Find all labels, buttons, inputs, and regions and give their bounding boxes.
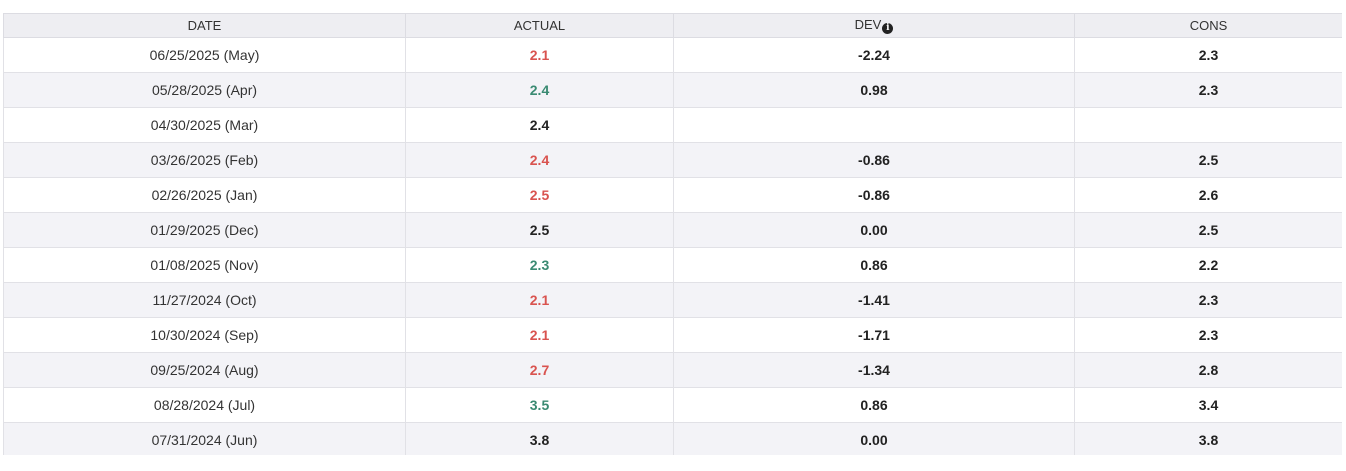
column-header-cons-label: CONS: [1189, 18, 1228, 33]
column-header-date-label: DATE: [187, 18, 222, 33]
info-icon[interactable]: i: [882, 23, 894, 34]
dev-cell: 0.98: [673, 72, 1075, 108]
cons-cell: 3.8: [1074, 422, 1342, 455]
actual-cell: 3.5: [405, 387, 674, 423]
dev-cell: -1.71: [673, 317, 1075, 353]
date-cell: 03/26/2025 (Feb): [3, 142, 406, 178]
table-row[interactable]: 06/25/2025 (May) 2.1 -2.24 2.3: [3, 37, 1342, 73]
cons-cell: 2.5: [1074, 212, 1342, 248]
dev-cell: -1.41: [673, 282, 1075, 318]
cons-cell: 3.4: [1074, 387, 1342, 423]
dev-cell: 0.00: [673, 422, 1075, 455]
table-row[interactable]: 08/28/2024 (Jul) 3.5 0.86 3.4: [3, 387, 1342, 423]
cons-cell: 2.3: [1074, 37, 1342, 73]
economic-data-table-container: DATE ACTUAL DEV i CONS 06/25/2025 (May) 2.…: [3, 13, 1342, 455]
dev-cell: 0.00: [673, 212, 1075, 248]
actual-cell: 2.4: [405, 107, 674, 143]
table-row[interactable]: 09/25/2024 (Aug) 2.7 -1.34 2.8: [3, 352, 1342, 388]
dev-cell: [673, 107, 1075, 143]
table-body: 06/25/2025 (May) 2.1 -2.24 2.3 05/28/2025 (A…: [3, 37, 1342, 455]
column-header-dev[interactable]: DEV i: [673, 13, 1075, 38]
header-row: DATE ACTUAL DEV i CONS: [3, 13, 1342, 38]
cons-cell: 2.5: [1074, 142, 1342, 178]
actual-cell: 2.5: [405, 177, 674, 213]
table-row[interactable]: 10/30/2024 (Sep) 2.1 -1.71 2.3: [3, 317, 1342, 353]
date-cell: 09/25/2024 (Aug): [3, 352, 406, 388]
actual-cell: 3.8: [405, 422, 674, 455]
dev-cell: 0.86: [673, 387, 1075, 423]
date-cell: 10/30/2024 (Sep): [3, 317, 406, 353]
dev-cell: -1.34: [673, 352, 1075, 388]
date-cell: 02/26/2025 (Jan): [3, 177, 406, 213]
dev-cell: -0.86: [673, 142, 1075, 178]
dev-cell: -0.86: [673, 177, 1075, 213]
cons-cell: [1074, 107, 1342, 143]
cons-cell: 2.3: [1074, 317, 1342, 353]
cons-cell: 2.3: [1074, 72, 1342, 108]
cons-cell: 2.2: [1074, 247, 1342, 283]
table-row[interactable]: 01/08/2025 (Nov) 2.3 0.86 2.2: [3, 247, 1342, 283]
date-cell: 05/28/2025 (Apr): [3, 72, 406, 108]
cons-cell: 2.8: [1074, 352, 1342, 388]
actual-cell: 2.7: [405, 352, 674, 388]
actual-cell: 2.1: [405, 282, 674, 318]
cons-cell: 2.6: [1074, 177, 1342, 213]
actual-cell: 2.1: [405, 37, 674, 73]
actual-cell: 2.1: [405, 317, 674, 353]
table-row[interactable]: 04/30/2025 (Mar) 2.4: [3, 107, 1342, 143]
actual-cell: 2.5: [405, 212, 674, 248]
dev-cell: -2.24: [673, 37, 1075, 73]
actual-cell: 2.4: [405, 72, 674, 108]
column-header-actual[interactable]: ACTUAL: [405, 13, 674, 38]
table-row[interactable]: 05/28/2025 (Apr) 2.4 0.98 2.3: [3, 72, 1342, 108]
cons-cell: 2.3: [1074, 282, 1342, 318]
date-cell: 07/31/2024 (Jun): [3, 422, 406, 455]
actual-cell: 2.4: [405, 142, 674, 178]
table-row[interactable]: 11/27/2024 (Oct) 2.1 -1.41 2.3: [3, 282, 1342, 318]
table-row[interactable]: 07/31/2024 (Jun) 3.8 0.00 3.8: [3, 422, 1342, 455]
column-header-actual-label: ACTUAL: [513, 18, 566, 33]
actual-cell: 2.3: [405, 247, 674, 283]
table-row[interactable]: 01/29/2025 (Dec) 2.5 0.00 2.5: [3, 212, 1342, 248]
date-cell: 08/28/2024 (Jul): [3, 387, 406, 423]
table-header: DATE ACTUAL DEV i CONS: [3, 13, 1342, 38]
column-header-dev-label: DEV: [854, 17, 882, 32]
date-cell: 11/27/2024 (Oct): [3, 282, 406, 318]
date-cell: 01/29/2025 (Dec): [3, 212, 406, 248]
date-cell: 01/08/2025 (Nov): [3, 247, 406, 283]
column-header-cons[interactable]: CONS: [1074, 13, 1342, 38]
dev-cell: 0.86: [673, 247, 1075, 283]
table-row[interactable]: 03/26/2025 (Feb) 2.4 -0.86 2.5: [3, 142, 1342, 178]
table-row[interactable]: 02/26/2025 (Jan) 2.5 -0.86 2.6: [3, 177, 1342, 213]
date-cell: 06/25/2025 (May): [3, 37, 406, 73]
economic-data-table: DATE ACTUAL DEV i CONS 06/25/2025 (May) 2.…: [3, 13, 1342, 455]
date-cell: 04/30/2025 (Mar): [3, 107, 406, 143]
column-header-date[interactable]: DATE: [3, 13, 406, 38]
